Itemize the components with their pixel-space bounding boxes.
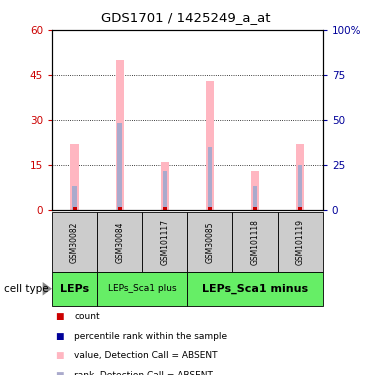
Point (72, 206, 78, 212)
Text: percentile rank within the sample: percentile rank within the sample (74, 332, 227, 341)
Bar (187, 272, 323, 306)
Text: ■: ■ (55, 351, 63, 360)
Bar (97, 272, 187, 306)
Bar (187, 212, 233, 272)
Text: GSM30082: GSM30082 (70, 221, 79, 262)
Text: GSM101119: GSM101119 (296, 219, 305, 265)
Bar (278, 212, 323, 272)
Point (252, 206, 258, 212)
Text: GDS1701 / 1425249_a_at: GDS1701 / 1425249_a_at (101, 11, 270, 24)
Text: LEPs_Sca1 plus: LEPs_Sca1 plus (108, 284, 177, 293)
Bar (161, 162, 169, 210)
Bar (253, 186, 257, 210)
Bar (52, 272, 97, 306)
Text: LEPs: LEPs (60, 284, 89, 294)
Text: value, Detection Call = ABSENT: value, Detection Call = ABSENT (74, 351, 218, 360)
Point (297, 206, 303, 212)
Text: rank, Detection Call = ABSENT: rank, Detection Call = ABSENT (74, 371, 213, 375)
Point (162, 206, 168, 212)
Bar (296, 144, 304, 210)
Point (117, 206, 123, 212)
Text: LEPs_Sca1 minus: LEPs_Sca1 minus (202, 284, 308, 294)
Bar (117, 123, 122, 210)
Bar (162, 171, 167, 210)
Bar (208, 147, 212, 210)
Text: GSM30085: GSM30085 (206, 221, 214, 262)
Text: GSM30084: GSM30084 (115, 221, 124, 262)
Point (207, 206, 213, 212)
Bar (251, 171, 259, 210)
Bar (116, 60, 124, 210)
Bar (52, 212, 97, 272)
Bar (97, 212, 142, 272)
Text: ■: ■ (55, 332, 63, 341)
Text: ■: ■ (55, 312, 63, 321)
Text: count: count (74, 312, 100, 321)
Polygon shape (43, 282, 52, 296)
Text: cell type: cell type (4, 284, 48, 294)
Bar (142, 212, 187, 272)
Text: ■: ■ (55, 371, 63, 375)
Text: GSM101117: GSM101117 (160, 219, 169, 265)
Bar (206, 81, 214, 210)
Bar (233, 212, 278, 272)
Bar (72, 186, 77, 210)
Bar (70, 144, 79, 210)
Text: GSM101118: GSM101118 (250, 219, 260, 265)
Bar (298, 165, 302, 210)
